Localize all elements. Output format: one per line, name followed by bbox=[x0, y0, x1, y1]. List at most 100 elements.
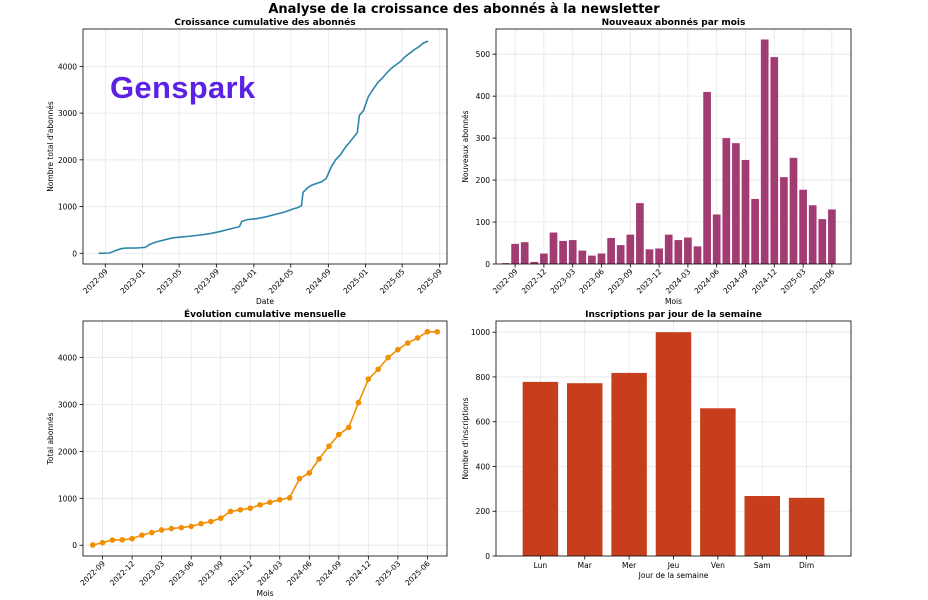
bar bbox=[501, 263, 510, 264]
bar bbox=[744, 496, 780, 556]
x-tick-label: 2023-09 bbox=[606, 267, 635, 296]
data-point bbox=[217, 515, 224, 522]
data-point bbox=[296, 475, 303, 482]
bar bbox=[780, 177, 788, 264]
x-tick-label: 2024-05 bbox=[267, 267, 296, 296]
data-point bbox=[178, 524, 185, 531]
x-tick-label: Sam bbox=[754, 561, 771, 570]
bar bbox=[597, 253, 606, 264]
bar bbox=[674, 240, 683, 264]
x-tick-label: 2025-05 bbox=[378, 267, 407, 296]
bar bbox=[616, 245, 625, 264]
x-tick-label: 2022-09 bbox=[491, 267, 520, 296]
x-tick-label: 2024-06 bbox=[285, 559, 314, 588]
chart-title: Inscriptions par jour de la semaine bbox=[585, 310, 762, 320]
bar bbox=[693, 246, 702, 264]
bar bbox=[788, 497, 825, 556]
x-tick-label: Mar bbox=[578, 561, 593, 570]
data-point bbox=[365, 376, 372, 382]
figure-title: Analyse de la croissance des abonnés à l… bbox=[268, 2, 660, 17]
bar bbox=[799, 189, 807, 264]
bar bbox=[511, 243, 519, 264]
data-point bbox=[316, 456, 322, 462]
data-point bbox=[345, 424, 352, 431]
chart-1: 0 1000 2000 3000 4000 2022-09 2023-01 2023-05 20… bbox=[46, 17, 448, 306]
x-tick-label: 2024-12 bbox=[750, 267, 779, 296]
bar bbox=[607, 237, 615, 264]
data-point bbox=[404, 340, 411, 346]
x-tick-label: 2025-06 bbox=[808, 267, 837, 296]
y-tick-label: 100 bbox=[476, 218, 491, 227]
bar bbox=[664, 234, 673, 264]
bar bbox=[559, 240, 567, 264]
bar bbox=[636, 203, 644, 264]
x-tick-label: 2024-09 bbox=[315, 559, 344, 588]
data-point bbox=[385, 354, 391, 361]
data-point bbox=[227, 508, 234, 515]
x-tick-label: 2024-01 bbox=[230, 267, 259, 296]
data-point bbox=[336, 431, 342, 438]
bar bbox=[808, 205, 817, 264]
data-point bbox=[326, 443, 332, 450]
data-point bbox=[139, 532, 145, 538]
y-tick-label: 1000 bbox=[58, 203, 77, 212]
bar bbox=[703, 91, 711, 264]
data-point bbox=[109, 537, 116, 543]
x-tick-label: Jeu bbox=[667, 561, 680, 570]
y-tick-label: 2000 bbox=[58, 156, 77, 165]
data-point bbox=[247, 505, 254, 511]
data-point bbox=[208, 518, 214, 525]
x-tick-label: 2022-12 bbox=[520, 267, 549, 296]
bar bbox=[626, 234, 635, 264]
plot-frame bbox=[82, 28, 448, 265]
data-point bbox=[237, 506, 244, 513]
x-tick-label: 2023-09 bbox=[193, 267, 222, 296]
data-point bbox=[276, 496, 283, 503]
bar bbox=[722, 138, 731, 264]
chart-title: Croissance cumulative des abonnés bbox=[174, 17, 355, 28]
data-point bbox=[149, 529, 155, 536]
x-tick-label: 2025-03 bbox=[374, 559, 403, 588]
data-point bbox=[257, 502, 263, 508]
y-axis-label: Nouveaux abonnés bbox=[461, 110, 470, 182]
data-point bbox=[306, 470, 313, 476]
y-tick-label: 200 bbox=[476, 176, 491, 185]
x-axis-label: Mois bbox=[665, 297, 682, 306]
x-tick-label: 2023-06 bbox=[577, 267, 606, 296]
bar bbox=[741, 159, 750, 264]
data-point bbox=[395, 346, 401, 353]
bar bbox=[700, 408, 736, 556]
bar bbox=[655, 248, 663, 264]
y-tick-label: 800 bbox=[476, 373, 491, 382]
plot-frame bbox=[495, 28, 852, 265]
chart-4: 0 200 400 600 800 1000 Lun Mar Mer Jeu Ven Sam Dim In… bbox=[461, 310, 852, 580]
x-tick-label: Mer bbox=[622, 561, 637, 570]
bar bbox=[522, 381, 559, 556]
y-axis-label: Total abonnés bbox=[46, 412, 55, 465]
x-tick-label: 2023-09 bbox=[197, 559, 226, 588]
x-tick-label: 2025-01 bbox=[341, 267, 370, 296]
x-axis-label: Date bbox=[256, 297, 274, 306]
bar bbox=[828, 209, 836, 264]
data-point bbox=[89, 542, 96, 548]
bar bbox=[760, 39, 769, 264]
data-point bbox=[424, 328, 431, 335]
bar bbox=[549, 232, 558, 264]
y-tick-label: 0 bbox=[485, 552, 490, 561]
bar bbox=[789, 157, 798, 264]
data-point bbox=[168, 525, 175, 532]
data-point bbox=[158, 527, 165, 533]
y-tick-label: 0 bbox=[72, 249, 77, 258]
x-tick-label: 2025-09 bbox=[416, 267, 445, 296]
x-tick-label: 2022-09 bbox=[78, 559, 107, 588]
bar bbox=[684, 237, 692, 264]
bar bbox=[540, 253, 548, 264]
x-tick-label: 2024-03 bbox=[664, 267, 693, 296]
x-tick-label: Ven bbox=[711, 561, 725, 570]
chart-title: Évolution cumulative mensuelle bbox=[184, 308, 346, 320]
x-tick-label: 2025-06 bbox=[403, 559, 432, 588]
y-tick-label: 1000 bbox=[58, 494, 77, 503]
x-tick-label: 2022-12 bbox=[108, 559, 137, 588]
y-axis-label: Nombre d'inscriptions bbox=[461, 397, 470, 479]
